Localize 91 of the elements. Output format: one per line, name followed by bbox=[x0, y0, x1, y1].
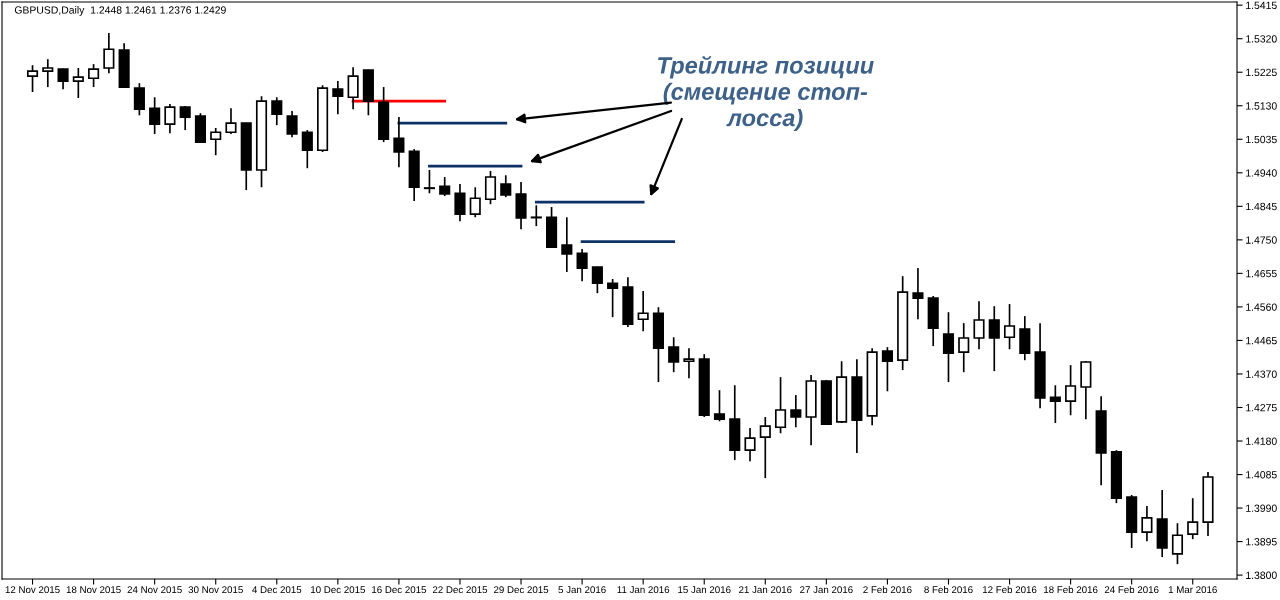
candlestick bbox=[1019, 315, 1031, 362]
candlestick bbox=[469, 186, 481, 219]
y-tick-label: 1.4560 bbox=[1246, 303, 1277, 311]
x-tick-label: 27 Jan 2016 bbox=[800, 586, 853, 594]
candlestick bbox=[332, 80, 344, 116]
x-tick-label: 1 Mar 2016 bbox=[1168, 586, 1217, 594]
annotation: Трейлинг позиции (смещение стоп- лосса) bbox=[658, 55, 874, 131]
x-tick-label: 16 Dec 2015 bbox=[372, 586, 427, 594]
candlestick bbox=[774, 376, 787, 435]
candlestick bbox=[790, 394, 802, 429]
y-tick-label: 1.5035 bbox=[1246, 135, 1277, 144]
candlestick bbox=[347, 66, 359, 111]
candlestick bbox=[484, 170, 497, 206]
candlestick bbox=[393, 116, 405, 168]
candlestick bbox=[454, 183, 466, 222]
y-tick-label: 1.4370 bbox=[1246, 370, 1277, 378]
x-tick-label: 30 Nov 2015 bbox=[188, 586, 243, 594]
y-tick-label: 1.4655 bbox=[1246, 269, 1277, 278]
x-tick-label: 22 Dec 2015 bbox=[432, 586, 488, 594]
x-tick-label: 10 Dec 2015 bbox=[311, 586, 366, 594]
candlestick bbox=[973, 300, 985, 351]
y-tick-label: 1.5320 bbox=[1246, 35, 1277, 43]
x-tick-label: 18 Feb 2016 bbox=[1044, 585, 1098, 594]
candlestick bbox=[88, 63, 100, 88]
x-tick-label: 12 Feb 2016 bbox=[982, 585, 1037, 594]
candlestick bbox=[1171, 522, 1184, 566]
y-tick-label: 1.3800 bbox=[1246, 571, 1277, 579]
candlestick bbox=[133, 82, 145, 117]
candlestick bbox=[591, 265, 603, 294]
x-tick-label: 5 Jan 2016 bbox=[558, 586, 606, 594]
candlestick bbox=[683, 347, 695, 380]
y-tick-label: 1.4465 bbox=[1246, 336, 1277, 345]
x-tick-label: 11 Jan 2016 bbox=[617, 586, 670, 594]
candlestick bbox=[561, 216, 573, 273]
x-tick-label: 2 Feb 2016 bbox=[863, 585, 912, 594]
candlestick bbox=[637, 290, 649, 333]
candlestick bbox=[515, 181, 527, 231]
x-tick-label: 29 Dec 2015 bbox=[493, 586, 549, 594]
y-tick-label: 1.4275 bbox=[1246, 403, 1277, 412]
candlestick bbox=[42, 58, 54, 88]
candlestick bbox=[1065, 364, 1077, 417]
candlestick bbox=[164, 103, 176, 135]
candlestick bbox=[530, 204, 542, 227]
candlestick bbox=[57, 67, 69, 91]
candlestick bbox=[103, 32, 115, 75]
y-tick-label: 1.5225 bbox=[1246, 68, 1277, 77]
candlestick bbox=[1003, 303, 1016, 351]
candlestick bbox=[149, 96, 161, 135]
x-tick-label: 12 Nov 2015 bbox=[5, 586, 60, 594]
x-tick-label: 4 Dec 2015 bbox=[252, 586, 302, 594]
y-tick-label: 1.4085 bbox=[1246, 471, 1277, 479]
chart-title: GBPUSD,Daily 1.2448 1.2461 1.2376 1.2429 bbox=[14, 6, 226, 16]
candlestick bbox=[576, 248, 588, 282]
candlestick bbox=[988, 305, 1000, 372]
candlestick bbox=[301, 129, 313, 170]
candlestick bbox=[210, 127, 222, 156]
candlestick bbox=[271, 96, 283, 126]
candlestick bbox=[1049, 384, 1061, 424]
candlestick bbox=[225, 107, 237, 135]
y-tick-label: 1.3895 bbox=[1246, 538, 1277, 546]
candlestick bbox=[744, 427, 756, 462]
x-tick-label: 18 Nov 2015 bbox=[66, 586, 121, 594]
candlestick bbox=[439, 176, 451, 197]
candlestick bbox=[668, 336, 680, 374]
y-tick-label: 1.4940 bbox=[1246, 169, 1277, 177]
candlestick bbox=[607, 278, 619, 318]
y-tick-label: 1.5415 bbox=[1246, 1, 1277, 10]
y-tick-label: 1.3990 bbox=[1246, 504, 1277, 512]
candlestick bbox=[713, 389, 726, 423]
x-tick-label: 24 Feb 2016 bbox=[1104, 585, 1159, 594]
x-tick-label: 24 Nov 2015 bbox=[127, 586, 182, 594]
candlestick bbox=[26, 64, 39, 93]
x-tick-label: 8 Feb 2016 bbox=[924, 585, 973, 594]
x-tick-label: 21 Jan 2016 bbox=[739, 586, 792, 594]
candlestick bbox=[942, 311, 955, 383]
x-tick-label: 15 Jan 2016 bbox=[678, 586, 731, 594]
candlestick bbox=[179, 105, 191, 131]
y-tick-label: 1.4845 bbox=[1246, 202, 1277, 211]
y-tick-label: 1.5130 bbox=[1246, 102, 1277, 110]
candlestick bbox=[912, 267, 924, 321]
candlestick bbox=[759, 416, 771, 479]
candlestick bbox=[286, 110, 298, 138]
candlestick bbox=[500, 174, 512, 198]
candlestick bbox=[423, 169, 436, 195]
y-tick-label: 1.4180 bbox=[1246, 437, 1277, 445]
candlestick bbox=[1187, 497, 1199, 540]
candlestick bbox=[881, 346, 893, 393]
candlestick bbox=[1141, 505, 1153, 543]
candlestick bbox=[958, 322, 970, 374]
y-tick-label: 1.4750 bbox=[1246, 236, 1277, 244]
candlestick bbox=[72, 67, 84, 99]
